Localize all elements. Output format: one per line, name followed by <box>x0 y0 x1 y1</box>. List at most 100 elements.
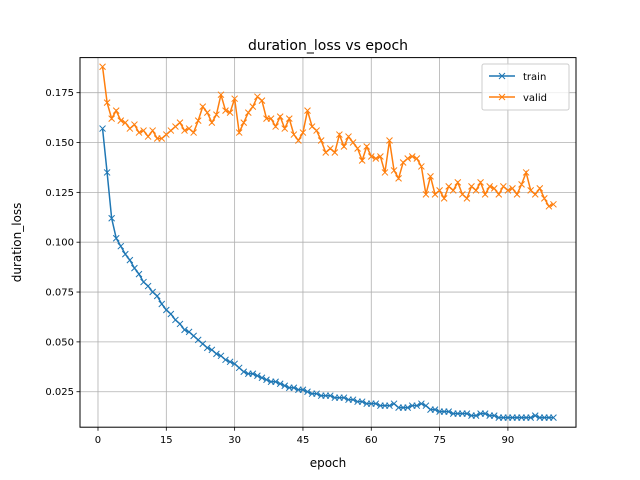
data-point-train <box>131 264 138 272</box>
data-point-valid <box>217 91 225 99</box>
data-point-valid <box>395 175 402 182</box>
data-point-train <box>258 374 266 382</box>
data-point-valid <box>463 194 471 202</box>
data-point-train <box>299 386 307 394</box>
data-point-valid <box>235 129 243 136</box>
data-point-train <box>213 350 220 358</box>
data-point-train <box>290 384 298 392</box>
data-point-train <box>144 282 152 290</box>
y-tick-label: 0.075 <box>45 288 74 299</box>
data-point-valid <box>313 127 320 134</box>
data-point-valid <box>367 153 375 160</box>
data-point-valid <box>295 137 302 144</box>
data-point-valid <box>481 191 489 198</box>
data-point-valid <box>135 129 143 136</box>
series-train <box>99 125 557 421</box>
data-point-valid <box>513 191 521 198</box>
data-point-valid <box>317 137 325 144</box>
y-axis-label: duration_loss <box>10 203 24 283</box>
legend-marker-train <box>498 72 506 80</box>
data-point-train <box>135 270 143 278</box>
data-point-valid <box>522 169 530 176</box>
x-tick-label: 90 <box>502 435 515 446</box>
data-point-valid <box>244 109 252 116</box>
data-point-valid <box>536 185 544 192</box>
data-point-train <box>121 250 129 258</box>
data-point-train <box>418 400 425 408</box>
y-tick-label: 0.175 <box>45 88 74 99</box>
data-point-valid <box>550 200 557 208</box>
data-point-train <box>340 394 348 402</box>
data-point-valid <box>190 129 197 136</box>
data-point-valid <box>144 133 152 140</box>
data-point-train <box>117 242 125 250</box>
data-point-train <box>222 356 229 364</box>
data-point-train <box>349 396 357 404</box>
legend-marker-valid <box>498 93 506 101</box>
data-point-train <box>249 370 257 378</box>
data-point-train <box>431 406 439 414</box>
data-point-train <box>158 300 166 308</box>
data-point-train <box>463 410 471 417</box>
data-point-valid <box>276 113 284 120</box>
x-tick-label: 60 <box>365 435 378 446</box>
data-point-valid <box>372 155 380 162</box>
data-point-valid <box>422 191 430 198</box>
data-point-valid <box>336 131 343 138</box>
data-point-valid <box>103 99 111 107</box>
data-point-valid <box>240 119 248 126</box>
data-point-valid <box>231 95 238 103</box>
chart-title: duration_loss vs epoch <box>248 38 408 54</box>
data-point-valid <box>304 107 311 114</box>
data-point-valid <box>545 202 553 210</box>
y-tick-label: 0.025 <box>45 387 74 398</box>
data-point-valid <box>117 117 125 124</box>
data-point-valid <box>490 185 498 192</box>
data-point-valid <box>358 157 366 164</box>
data-point-valid <box>258 97 266 105</box>
data-point-valid <box>390 167 398 174</box>
data-point-train <box>490 412 498 419</box>
data-point-valid <box>140 127 147 134</box>
data-point-train <box>203 344 211 352</box>
data-point-valid <box>121 119 129 126</box>
data-point-valid <box>281 125 289 132</box>
data-point-valid <box>108 115 116 122</box>
y-tick-label: 0.100 <box>45 238 74 249</box>
data-point-train <box>99 125 106 132</box>
data-point-valid <box>418 163 425 170</box>
data-point-valid <box>386 137 393 144</box>
y-axis-ticks: 0.025 0.050 0.075 0.100 0.125 0.150 0.175 <box>45 88 80 398</box>
data-point-valid <box>413 155 421 162</box>
data-point-valid <box>131 121 138 128</box>
data-point-valid <box>509 185 516 192</box>
series-valid <box>99 63 557 210</box>
data-point-train <box>304 388 311 396</box>
data-point-valid <box>377 153 384 160</box>
data-point-valid <box>299 129 307 136</box>
data-point-train <box>240 368 248 376</box>
series-layer <box>99 63 557 421</box>
data-point-valid <box>272 123 279 130</box>
data-point-valid <box>381 169 389 176</box>
data-point-train <box>313 390 320 398</box>
data-point-train <box>276 380 284 388</box>
data-point-train <box>254 372 261 380</box>
data-point-valid <box>213 111 220 118</box>
data-point-valid <box>440 194 448 202</box>
data-point-valid <box>290 131 298 138</box>
data-point-train <box>326 392 334 400</box>
data-point-valid <box>518 181 525 188</box>
data-point-valid <box>349 139 357 146</box>
data-point-train <box>386 402 393 410</box>
data-point-train <box>167 310 175 318</box>
data-point-valid <box>194 117 202 124</box>
x-tick-label: 15 <box>160 435 173 446</box>
data-point-train <box>550 414 557 421</box>
data-point-train <box>176 320 184 328</box>
data-point-valid <box>436 187 443 194</box>
data-point-valid <box>267 115 275 122</box>
data-point-valid <box>472 187 480 194</box>
data-point-train <box>358 398 366 406</box>
data-point-train <box>472 412 480 419</box>
